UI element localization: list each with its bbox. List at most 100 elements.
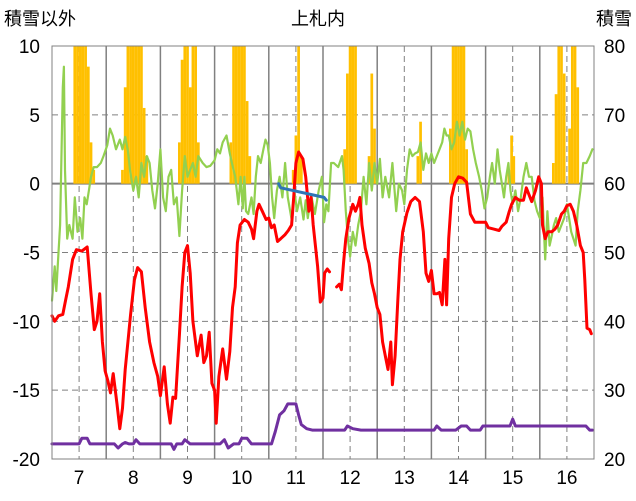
snowfall-bar — [188, 87, 192, 184]
snowfall-bar — [142, 107, 146, 184]
snowfall-bar — [126, 46, 130, 184]
snowfall-bar — [248, 156, 252, 184]
plot-frame — [51, 45, 595, 460]
snowfall-bar — [297, 46, 300, 184]
snowfall-bar — [81, 46, 85, 184]
snowfall-bar — [131, 46, 135, 184]
chart-title: 上札内 — [291, 9, 345, 30]
snowfall-bar — [73, 46, 77, 184]
snowfall-bars — [73, 46, 580, 184]
snowfall-bar — [576, 87, 580, 184]
snowfall-bar — [562, 73, 566, 184]
snowfall-bar — [510, 135, 513, 184]
right-tick-label: 40 — [604, 312, 625, 333]
x-tick-label: 15 — [502, 468, 523, 489]
snowfall-bar — [573, 46, 577, 184]
right-tick-label: 30 — [604, 381, 625, 402]
snowfall-bar — [343, 149, 347, 184]
snowfall-bar — [554, 94, 558, 184]
x-tick-label: 14 — [448, 468, 470, 489]
right-tick-label: 50 — [604, 244, 625, 265]
snowfall-bar — [86, 66, 90, 184]
snowfall-bar — [84, 46, 87, 184]
right-tick-label: 80 — [604, 37, 625, 58]
snowfall-bar — [451, 46, 455, 184]
snowfall-bar — [145, 156, 149, 184]
left-tick-label: -15 — [13, 381, 40, 402]
snowfall-bar — [121, 169, 124, 184]
left-axis-title: 積雪以外 — [4, 9, 76, 30]
left-tick-label: -20 — [13, 450, 40, 471]
x-tick-label: 7 — [74, 468, 85, 489]
series-line — [50, 402, 594, 451]
right-tick-label: 60 — [604, 175, 625, 196]
snowfall-bar — [346, 73, 349, 184]
x-tick-label: 9 — [182, 468, 193, 489]
snowfall-bar — [186, 46, 189, 184]
snowfall-bar — [373, 128, 376, 184]
snowfall-bar — [180, 59, 184, 184]
snowfall-bar — [570, 46, 574, 184]
x-axis-ticks: 7 8 9 10 11 12 13 14 15 16 — [74, 468, 578, 489]
right-tick-label: 70 — [604, 106, 625, 127]
snowfall-bar — [557, 46, 561, 184]
left-tick-label: -5 — [23, 244, 40, 265]
snowfall-bar — [140, 46, 143, 184]
right-axis-title: 積雪 — [596, 9, 632, 30]
snowfall-bar — [568, 128, 571, 184]
right-axis-ticks: 80 70 60 50 40 30 20 — [604, 37, 625, 471]
left-tick-label: -10 — [13, 312, 40, 333]
right-tick-label: 20 — [604, 450, 625, 471]
snowfall-bar — [178, 142, 181, 184]
x-tick-label: 16 — [556, 468, 577, 489]
snowfall-bar — [291, 169, 295, 184]
snowfall-bar — [232, 46, 235, 184]
snowfall-bar — [237, 46, 241, 184]
x-tick-label: 11 — [286, 468, 306, 489]
data-series — [50, 65, 594, 451]
snowfall-bar — [194, 46, 197, 184]
left-tick-label: 10 — [19, 37, 40, 58]
series-line — [277, 182, 328, 202]
x-tick-label: 8 — [128, 468, 139, 489]
left-axis-ticks: 10 5 0 -5 -10 -15 -20 — [13, 37, 40, 471]
snowfall-bar — [123, 87, 127, 184]
snowfall-bar — [245, 101, 249, 184]
snowfall-bar — [78, 46, 82, 184]
snowfall-bar — [465, 149, 468, 184]
snowfall-bar — [240, 46, 244, 184]
snowfall-bar — [134, 46, 138, 184]
left-tick-label: 5 — [29, 106, 40, 127]
snowfall-bar — [351, 46, 355, 184]
x-tick-label: 12 — [340, 468, 361, 489]
snowfall-bar — [89, 142, 93, 184]
snowfall-bar — [462, 46, 466, 184]
x-tick-label: 10 — [231, 468, 252, 489]
snowfall-bar — [92, 169, 96, 184]
snowfall-bar — [243, 46, 246, 184]
snowfall-bar — [76, 46, 79, 184]
snowfall-bar — [560, 46, 563, 184]
snowfall-bar — [137, 46, 141, 184]
snowfall-bar — [183, 46, 187, 184]
snowfall-bar — [512, 156, 516, 184]
snowfall-bar — [370, 73, 374, 184]
series-line — [50, 150, 331, 431]
snowfall-bar — [459, 46, 463, 184]
left-tick-label: 0 — [29, 175, 40, 196]
snowfall-bar — [449, 128, 452, 184]
snowfall-bar — [551, 163, 555, 184]
snowfall-bar — [354, 46, 357, 184]
snowfall-bar — [234, 46, 238, 184]
snowfall-bar — [129, 46, 132, 184]
snowfall-bar — [191, 46, 195, 184]
snowfall-bar — [348, 46, 352, 184]
snowfall-bar — [454, 46, 458, 184]
snowfall-bar — [457, 46, 460, 184]
snowfall-bar — [416, 156, 420, 184]
snowfall-bar — [299, 156, 303, 184]
series-line — [335, 175, 593, 387]
series-line — [50, 65, 594, 302]
x-tick-label: 13 — [394, 468, 415, 489]
